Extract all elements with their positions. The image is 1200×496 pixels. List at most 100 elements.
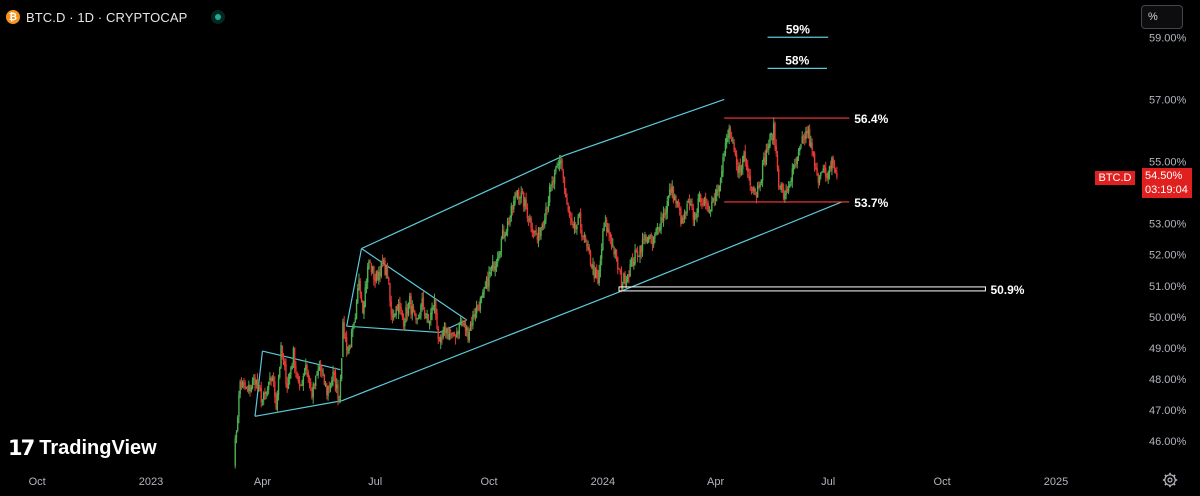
candle-body (791, 168, 794, 182)
candle-body (624, 274, 626, 285)
candle-body (287, 378, 290, 389)
trendline-flag-top (361, 248, 468, 321)
candle-body (685, 212, 687, 214)
candle-body (598, 270, 600, 284)
candle-body (489, 271, 491, 274)
candle-body (799, 147, 801, 152)
candle-body (483, 288, 485, 295)
candle-body (761, 163, 764, 181)
candle-body (817, 173, 820, 183)
x-tick-label: Apr (254, 476, 271, 488)
candle-body (394, 313, 396, 317)
candle-body (712, 197, 714, 202)
candle-body (831, 157, 833, 171)
candle-body (717, 188, 719, 191)
tradingview-watermark[interactable]: 17 TradingView (8, 436, 157, 460)
candle-body (546, 207, 548, 209)
candle-body (253, 378, 255, 380)
candle-body (449, 334, 452, 336)
y-tick-label: 57.00% (1149, 94, 1187, 106)
candle-body (459, 322, 462, 325)
y-tick-label: 51.00% (1149, 281, 1187, 293)
candle-body (468, 331, 470, 341)
candle-body (730, 137, 733, 142)
candle-body (392, 315, 395, 319)
candle-body (737, 166, 739, 173)
candle-body (801, 136, 803, 144)
candle-body (397, 303, 400, 313)
candle-body (373, 266, 375, 280)
candle-body (781, 184, 784, 188)
candle-body (423, 310, 426, 316)
candle-body (669, 189, 671, 196)
candle-body (729, 128, 732, 139)
candle-body (823, 166, 826, 170)
candle-body (258, 383, 260, 385)
candle-body (770, 132, 772, 135)
candle-body (633, 261, 635, 266)
candle-body (360, 294, 363, 301)
gear-icon[interactable] (1162, 472, 1178, 488)
candle-body (813, 153, 816, 167)
symbol-price-tag: BTC.D (1095, 171, 1135, 185)
candle-body (270, 377, 272, 382)
candle-body (787, 186, 790, 192)
candle-body (375, 271, 378, 281)
candle-body (366, 266, 369, 283)
x-tick-label: Jul (821, 476, 835, 488)
candle-body (307, 372, 309, 379)
trendline-wedge-top (262, 350, 341, 371)
candle-body (504, 235, 506, 237)
candle-body (649, 235, 651, 237)
candle-body (583, 235, 586, 237)
trend-drawings (254, 98, 843, 417)
candle-body (501, 229, 504, 239)
candle-body (680, 208, 682, 225)
candle-body (337, 384, 339, 400)
candle-body (711, 201, 713, 211)
candle-body (702, 203, 704, 206)
symbol-header[interactable]: ₿ BTC.D · 1D · CRYPTOCAP (6, 7, 226, 27)
x-tick-label: Jul (368, 476, 382, 488)
candle-body (584, 236, 587, 243)
candle-body (779, 185, 781, 189)
candle-body (751, 187, 754, 192)
candle-body (774, 122, 776, 148)
candle-body (818, 176, 821, 183)
candle-body (707, 203, 709, 212)
candle-body (771, 133, 774, 141)
candle-body (696, 214, 698, 219)
candle-body (732, 142, 734, 144)
candle-body (535, 229, 537, 236)
candle-body (384, 261, 386, 276)
candle-body (675, 196, 677, 204)
price-axis[interactable]: 46.00% 47.00% 48.00% 49.00% 50.00% 51.00% 52.0… (1149, 32, 1187, 448)
candle-body (415, 313, 417, 320)
candle-body (324, 384, 327, 387)
candle-body (555, 167, 557, 172)
candle-body (505, 230, 508, 235)
candle-body (695, 213, 697, 218)
candle-body (480, 295, 483, 299)
candle-body (410, 295, 412, 313)
level-50-9pct-label: 50.9% (990, 283, 1024, 297)
tradingview-wordmark: TradingView (39, 436, 157, 459)
candle-body (650, 233, 652, 243)
candle-body (775, 145, 777, 154)
candle-body (405, 306, 407, 323)
candle-body (579, 212, 582, 228)
candle-body (574, 224, 577, 229)
y-tick-label: 48.00% (1149, 374, 1187, 386)
time-axis[interactable]: Oct 2023 Apr Jul Oct 2024 Apr Jul Oct 2025 (29, 476, 1069, 488)
candle-body (582, 235, 584, 238)
percent-scale-button[interactable]: % (1141, 5, 1183, 29)
candle-body (728, 127, 730, 138)
candle-body (701, 203, 703, 205)
candle-body (316, 374, 318, 376)
candle-body (529, 218, 531, 220)
candle-body (272, 376, 275, 381)
candle-body (386, 265, 389, 278)
candle-body (635, 250, 638, 252)
candle-body (339, 379, 342, 398)
